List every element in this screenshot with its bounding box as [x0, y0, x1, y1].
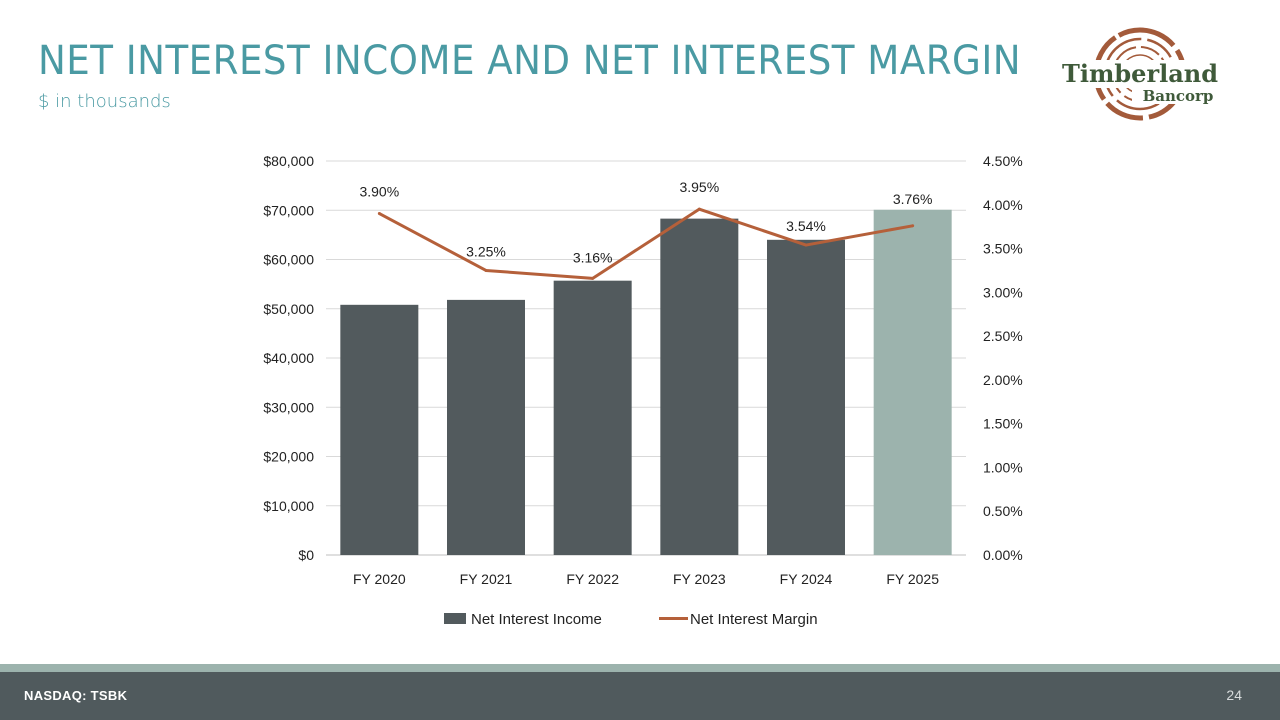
series-line-net-interest-margin — [378, 207, 913, 280]
y-left-tick-label: $80,000 — [263, 153, 314, 169]
x-tick-label: FY 2025 — [886, 571, 939, 587]
legend-swatch-net-interest-income — [444, 613, 466, 624]
y-left-tick-label: $20,000 — [263, 449, 314, 465]
bar-net-interest-income — [340, 304, 419, 555]
y-right-tick-label: 0.50% — [983, 503, 1023, 519]
data-label-net-interest-margin: 3.16% — [573, 249, 613, 265]
page-subtitle: $ in thousands — [38, 91, 171, 112]
y-left-tick-label: $40,000 — [263, 350, 314, 366]
y-right-tick-label: 0.00% — [983, 547, 1023, 563]
data-label-net-interest-margin: 3.76% — [893, 191, 933, 207]
y-right-tick-label: 2.50% — [983, 328, 1023, 344]
y-left-tick-label: $0 — [298, 547, 314, 563]
page-number: 24 — [1226, 687, 1242, 703]
x-tick-label: FY 2022 — [566, 571, 619, 587]
y-right-tick-label: 1.00% — [983, 459, 1023, 475]
data-label-net-interest-margin: 3.90% — [359, 184, 399, 200]
ticker-label: NASDAQ: TSBK — [24, 688, 128, 703]
data-label-net-interest-margin: 3.54% — [786, 218, 826, 234]
y-left-tick-label: $50,000 — [263, 301, 314, 317]
y-left-tick-label: $70,000 — [263, 202, 314, 218]
x-tick-label: FY 2021 — [460, 571, 513, 587]
bar-net-interest-income — [873, 209, 952, 555]
data-label-net-interest-margin: 3.25% — [466, 243, 506, 259]
y-right-tick-label: 1.50% — [983, 416, 1023, 432]
y-right-tick-label: 4.00% — [983, 197, 1023, 213]
footer-bar: NASDAQ: TSBK 24 — [0, 672, 1280, 720]
point-net-interest-margin — [804, 243, 808, 247]
x-tick-label: FY 2023 — [673, 571, 726, 587]
bar-net-interest-income — [447, 299, 525, 555]
footer-accent-band — [0, 664, 1280, 672]
y-left-tick-label: $60,000 — [263, 252, 314, 268]
data-label-net-interest-margin: 3.95% — [679, 179, 719, 195]
bar-net-interest-income — [660, 218, 739, 555]
page-title: NET INTEREST INCOME AND NET INTEREST MAR… — [38, 38, 1022, 84]
x-tick-label: FY 2020 — [353, 571, 406, 587]
legend-label-net-interest-margin: Net Interest Margin — [690, 611, 818, 628]
y-right-tick-label: 3.00% — [983, 284, 1023, 300]
y-right-tick-label: 2.00% — [983, 372, 1023, 388]
point-net-interest-margin — [591, 276, 595, 280]
bar-net-interest-income — [553, 280, 632, 555]
y-left-tick-label: $30,000 — [263, 399, 314, 415]
logo-line1: Timberland — [1062, 59, 1218, 88]
y-right-tick-label: 3.50% — [983, 241, 1023, 257]
point-net-interest-margin — [697, 207, 701, 211]
point-net-interest-margin — [377, 212, 381, 216]
y-left-tick-label: $10,000 — [263, 498, 314, 514]
logo-line2: Bancorp — [1143, 87, 1214, 105]
legend-label-net-interest-income: Net Interest Income — [471, 611, 602, 628]
timberland-logo: Timberland Bancorp — [1058, 27, 1223, 121]
y-right-tick-label: 4.50% — [983, 153, 1023, 169]
point-net-interest-margin — [911, 224, 915, 228]
bar-net-interest-income — [767, 239, 845, 556]
net-interest-chart: $0 $10,000 $20,000 $30,000 $40,000 $50,000 $60… — [263, 153, 1023, 628]
x-tick-label: FY 2024 — [780, 571, 833, 587]
point-net-interest-margin — [484, 268, 488, 272]
